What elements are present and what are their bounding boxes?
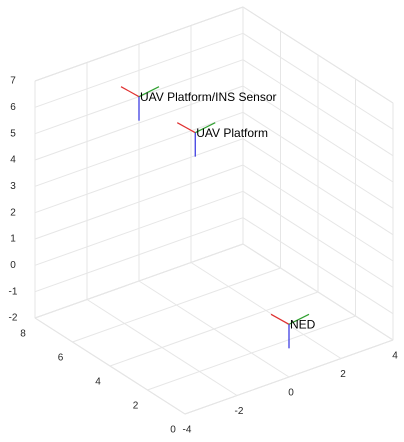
y-tick-label: 6 bbox=[58, 353, 64, 364]
y-tick-label: 0 bbox=[170, 425, 176, 436]
y-tick-label: 2 bbox=[133, 401, 139, 412]
grid-line bbox=[34, 6, 244, 82]
grid-line bbox=[184, 339, 394, 415]
grid-line bbox=[147, 315, 356, 391]
grid-line bbox=[34, 190, 244, 266]
x-tick-label: 0 bbox=[288, 388, 294, 399]
x-tick-label: 2 bbox=[340, 369, 346, 380]
grid-line bbox=[34, 164, 244, 240]
grid-line bbox=[242, 217, 394, 315]
x-tick-label: -2 bbox=[235, 406, 244, 417]
z-tick-label: 2 bbox=[10, 207, 16, 218]
frame-axis bbox=[120, 86, 140, 98]
frame-label: UAV Platform/INS Sensor bbox=[140, 90, 277, 104]
z-tick-label: 1 bbox=[10, 234, 16, 245]
z-tick-label: 4 bbox=[10, 155, 16, 166]
frame-triad bbox=[270, 313, 310, 349]
z-tick-label: 5 bbox=[10, 128, 16, 139]
grid-line bbox=[34, 243, 244, 319]
grid-line bbox=[242, 111, 394, 209]
z-tick-label: 3 bbox=[10, 181, 16, 192]
y-tick-label: 8 bbox=[20, 329, 26, 340]
grid-line bbox=[34, 217, 244, 293]
frame-axis bbox=[270, 313, 290, 325]
frame-axis bbox=[194, 122, 216, 134]
grid-line bbox=[34, 111, 244, 187]
z-tick-label: 7 bbox=[10, 76, 16, 87]
z-tick-label: -1 bbox=[9, 286, 18, 297]
x-tick-label: -4 bbox=[183, 425, 192, 436]
frame-triad bbox=[176, 122, 216, 157]
grid-line bbox=[242, 32, 394, 130]
y-tick-label: 4 bbox=[95, 377, 101, 388]
frame-axis bbox=[288, 313, 310, 325]
grid-line bbox=[242, 190, 394, 288]
grid-line bbox=[242, 243, 394, 341]
grid-line bbox=[242, 85, 394, 183]
frame-label: UAV Platform bbox=[196, 126, 268, 140]
grid-line bbox=[242, 138, 394, 236]
grid-line bbox=[242, 59, 394, 157]
x-tick-label: 4 bbox=[392, 351, 398, 362]
grid-line bbox=[242, 6, 394, 104]
frame-axis bbox=[176, 122, 196, 134]
grid-line bbox=[34, 85, 244, 161]
grid-line bbox=[72, 267, 281, 343]
z-tick-label: 6 bbox=[10, 102, 16, 113]
frame-triad bbox=[120, 86, 160, 121]
grid-line bbox=[242, 164, 394, 262]
frame-axis bbox=[138, 86, 160, 98]
grid-line bbox=[34, 32, 244, 108]
z-tick-label: -2 bbox=[9, 313, 18, 324]
frame-label: NED bbox=[290, 318, 316, 332]
z-tick-label: 0 bbox=[10, 260, 16, 271]
grid-line bbox=[34, 138, 244, 214]
grid-line bbox=[109, 291, 319, 367]
